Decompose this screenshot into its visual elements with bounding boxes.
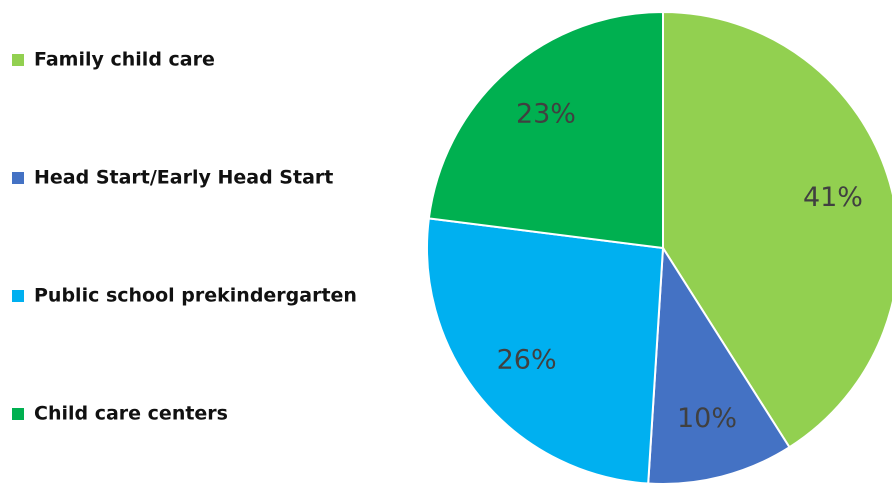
legend-swatch <box>12 54 24 66</box>
pie-slice <box>426 217 665 485</box>
legend-label: Head Start/Early Head Start <box>34 167 333 189</box>
pie-slice <box>662 10 892 449</box>
pie-slice <box>647 244 791 485</box>
legend-label: Public school prekindergarten <box>34 285 357 307</box>
data-label: 10% <box>677 403 737 434</box>
legend-swatch <box>12 290 24 302</box>
data-label: 23% <box>516 99 576 130</box>
data-label: 26% <box>497 344 557 375</box>
data-label: 41% <box>803 182 863 213</box>
legend-swatch <box>12 408 24 420</box>
legend-label: Family child care <box>34 49 215 71</box>
legend-label: Child care centers <box>34 403 228 425</box>
legend-swatch <box>12 172 24 184</box>
pie-slice <box>427 10 664 250</box>
